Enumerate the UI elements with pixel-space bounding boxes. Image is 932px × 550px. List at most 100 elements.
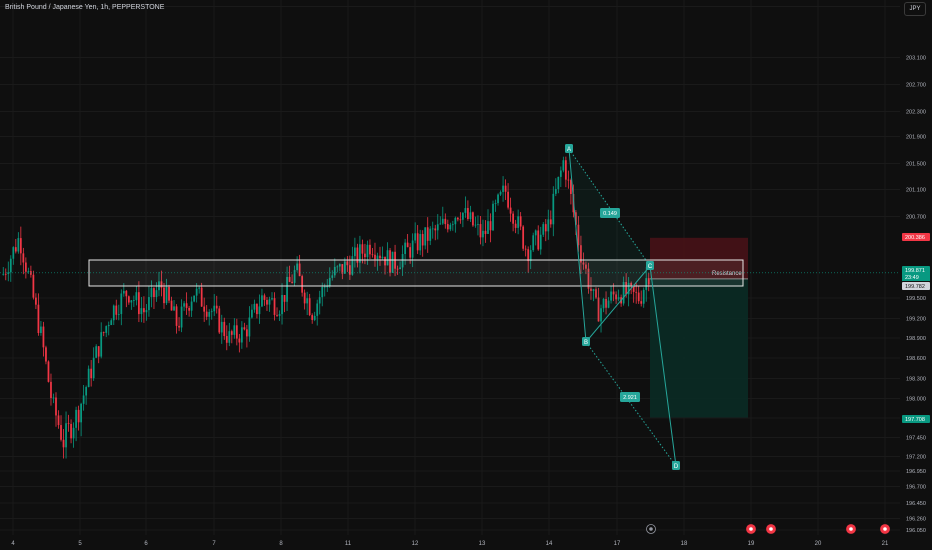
time-axis[interactable]: 4 5 6 7 8 11 12 13 14 17 18 19 20 21 — [0, 535, 932, 550]
candle-body — [389, 250, 391, 273]
candle-body — [343, 261, 346, 274]
candle-body — [371, 254, 374, 256]
candle-body — [645, 278, 648, 290]
price-tick-label: 197.450 — [906, 436, 926, 442]
candle-body — [2, 273, 5, 275]
candle-body — [559, 170, 562, 177]
price-tag-label: 199.782 — [905, 284, 925, 290]
price-tag-last — [902, 266, 930, 274]
candle-body — [143, 308, 145, 313]
price-tag-label: 197.708 — [905, 417, 925, 423]
candle-body — [590, 288, 592, 291]
candle-body — [338, 264, 341, 267]
harmonic-ratio-label: 0.149 — [603, 211, 617, 217]
candle-body — [115, 305, 118, 315]
candle-body — [14, 247, 17, 252]
candle-body — [416, 233, 419, 251]
price-axis[interactable]: 203.500203.100202.700202.300201.900201.5… — [900, 0, 932, 535]
price-tag-target — [902, 415, 930, 423]
candle-body — [306, 298, 309, 304]
harmonic-ac-line — [568, 148, 651, 267]
candle-body — [326, 286, 329, 288]
harmonic-point-c — [646, 261, 654, 270]
candle-body — [580, 245, 582, 263]
harmonic-point-label: C — [648, 264, 653, 270]
candle-body — [9, 258, 12, 273]
candle-body — [102, 332, 105, 333]
candle-body — [612, 291, 615, 295]
price-tick-label: 203.100 — [906, 56, 926, 62]
currency-button[interactable]: JPY — [904, 2, 926, 16]
candle-body — [85, 387, 88, 396]
economic-event-dot — [849, 527, 853, 531]
candle-body — [507, 191, 509, 208]
candle-body — [17, 238, 20, 252]
candle-body — [32, 274, 35, 298]
price-tick-label: 199.500 — [906, 296, 926, 302]
candle-body — [283, 294, 286, 302]
economic-event-dot — [883, 527, 887, 531]
candle-body — [127, 296, 130, 303]
candle-body — [570, 180, 572, 195]
candle-body — [288, 276, 291, 282]
candle-body — [527, 249, 530, 262]
candle-body — [132, 300, 135, 302]
candle-body — [57, 415, 60, 426]
candle-body — [150, 288, 153, 298]
candle-series — [2, 156, 650, 459]
candle-body — [155, 290, 158, 298]
candle-body — [552, 193, 555, 225]
candle-body — [278, 314, 281, 316]
candle-body — [419, 234, 422, 251]
symbol-title[interactable]: British Pound / Japanese Yen, 1h, PEPPER… — [5, 4, 165, 11]
candle-body — [399, 267, 401, 270]
candle-body — [406, 242, 409, 248]
time-tick-label: 8 — [279, 541, 283, 547]
candle-body — [160, 281, 163, 288]
candle-body — [77, 409, 80, 423]
candle-body — [509, 207, 512, 214]
candle-body — [180, 306, 183, 328]
economic-event-dot — [649, 527, 653, 531]
candle-body — [240, 327, 243, 343]
candle-body — [391, 251, 394, 273]
price-tag-label: 200.386 — [905, 235, 925, 241]
candle-body — [70, 423, 72, 439]
candle-body — [215, 305, 218, 309]
candle-body — [112, 305, 115, 321]
price-tick-label: 198.000 — [906, 397, 926, 403]
candle-body — [366, 244, 369, 258]
harmonic-point-label: B — [584, 340, 588, 346]
candle-body — [434, 228, 437, 231]
candle-body — [492, 203, 494, 231]
harmonic-path — [568, 148, 677, 467]
candle-body — [223, 321, 226, 337]
candle-body — [534, 230, 537, 236]
candle-body — [175, 306, 178, 326]
economic-event-dot — [769, 527, 773, 531]
candle-body — [80, 403, 82, 423]
candle-body — [67, 423, 70, 425]
candle-body — [554, 189, 557, 194]
candle-body — [627, 282, 630, 295]
candle-body — [517, 216, 520, 228]
candle-body — [27, 271, 30, 272]
candle-body — [42, 326, 45, 348]
candle-body — [364, 253, 366, 258]
candle-body — [487, 221, 489, 234]
candle-body — [24, 262, 27, 272]
candle-body — [449, 224, 452, 230]
candle-body — [467, 208, 469, 220]
candle-body — [45, 347, 47, 362]
candle-body — [298, 263, 301, 277]
candle-body — [462, 212, 464, 220]
candle-body — [230, 331, 233, 335]
candle-body — [426, 227, 429, 241]
candle-body — [602, 298, 605, 309]
candle-body — [600, 308, 602, 322]
candle-body — [640, 301, 643, 304]
candle-body — [379, 255, 381, 259]
time-tick-label: 20 — [815, 541, 822, 547]
candle-body — [261, 295, 263, 307]
